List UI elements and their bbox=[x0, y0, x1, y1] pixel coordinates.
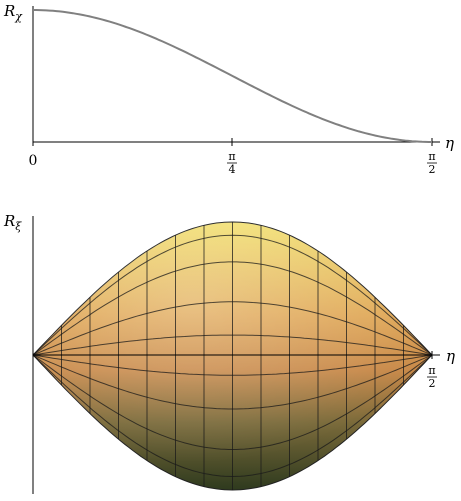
bottom-y-label: Rξ bbox=[3, 212, 22, 233]
top-tick-label-0: 0 bbox=[29, 153, 38, 169]
svg-text:π: π bbox=[228, 150, 235, 163]
svg-text:π: π bbox=[428, 364, 435, 377]
bottom-chart: Rξ η π 2 bbox=[3, 212, 455, 494]
top-tick-label-2: π 2 bbox=[427, 150, 437, 176]
bottom-tick-label: π 2 bbox=[427, 364, 437, 390]
surface-mesh bbox=[32, 222, 433, 490]
bottom-x-label: η bbox=[446, 347, 455, 365]
top-series-line bbox=[33, 9, 432, 143]
top-x-label: η bbox=[445, 134, 454, 152]
svg-text:2: 2 bbox=[429, 163, 436, 176]
svg-text:4: 4 bbox=[229, 163, 236, 176]
top-chart: Rχ η 0 π 4 π 2 bbox=[3, 2, 454, 176]
svg-text:π: π bbox=[428, 150, 435, 163]
svg-text:2: 2 bbox=[429, 377, 436, 390]
top-y-label: Rχ bbox=[3, 2, 23, 23]
top-tick-label-1: π 4 bbox=[227, 150, 237, 176]
